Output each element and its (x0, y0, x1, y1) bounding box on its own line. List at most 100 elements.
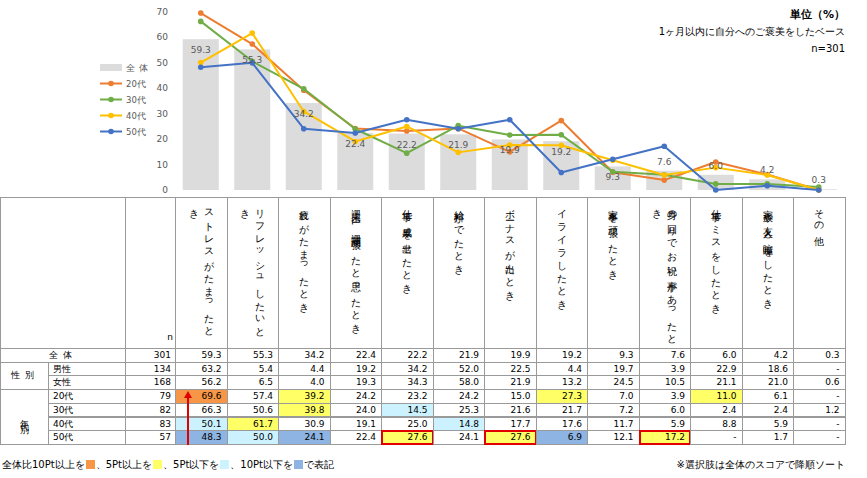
fill-legend-text: 、5Pt以上を (96, 459, 152, 470)
group-cell: 全体 (0, 348, 126, 363)
value-cell: 11.0 (690, 389, 743, 404)
value-cell: 50.0 (227, 430, 280, 445)
fill-legend-swatch (294, 460, 303, 469)
data-label: 19.9 (500, 145, 520, 155)
value-cell: 14.8 (433, 417, 486, 432)
marker (249, 41, 255, 47)
n-header: n (125, 332, 173, 346)
header-cell: 給料がでたとき (433, 197, 486, 349)
value-cell: 17.2 (639, 430, 692, 445)
value-cell: 0.6 (793, 375, 846, 390)
fill-legend-text: 全体比10Pt以上を (2, 459, 85, 470)
value-cell: 27.3 (536, 389, 589, 404)
value-cell: 8.8 (690, 417, 743, 432)
header-cell: 週末に1週間頑張ったと思ったとき (330, 197, 383, 349)
line (201, 13, 819, 190)
marker (249, 30, 255, 36)
value-cell: 61.7 (227, 417, 280, 432)
value-cell: 52.0 (433, 362, 486, 377)
note: ※選択肢は全体のスコアで降順ソート (677, 458, 845, 472)
value-cell: 17.7 (484, 417, 537, 432)
category-label: 家族や友人と喧嘩をしたとき (760, 202, 775, 342)
value-cell: 5.9 (742, 417, 795, 432)
value-cell: 69.6 (175, 389, 228, 404)
data-label: 0.3 (812, 175, 826, 185)
marker (558, 118, 564, 124)
legend-swatch (100, 64, 122, 71)
n-cell: 82 (125, 403, 176, 418)
value-cell: 55.3 (227, 348, 280, 363)
value-cell: 19.2 (536, 348, 589, 363)
value-cell: 4.4 (278, 362, 331, 377)
marker (661, 143, 667, 149)
group-cell: 年代別 (0, 389, 49, 445)
header-cell: 仕事でミスをしたとき (690, 197, 743, 349)
value-cell: 19.1 (330, 417, 383, 432)
value-cell: 34.3 (381, 375, 434, 390)
value-cell: 1.7 (742, 430, 795, 445)
value-cell: 5.4 (227, 362, 280, 377)
value-cell: 58.0 (433, 375, 486, 390)
y-tick-label: 70 (157, 7, 169, 17)
value-cell: 7.2 (587, 403, 640, 418)
legend-label: 40代 (126, 111, 146, 121)
marker (816, 187, 822, 193)
value-cell: - (793, 430, 846, 445)
category-label: 疲れがたまったとき (297, 202, 312, 342)
marker (661, 177, 667, 183)
data-label: 6.0 (709, 161, 724, 171)
value-cell: 39.8 (278, 403, 331, 418)
value-cell: - (690, 430, 743, 445)
value-cell: 3.9 (639, 389, 692, 404)
value-cell: 7.0 (587, 389, 640, 404)
data-label: 22.2 (397, 140, 417, 150)
value-cell: 24.0 (330, 403, 383, 418)
value-cell: 34.2 (278, 348, 331, 363)
marker (558, 170, 564, 176)
marker (713, 187, 719, 193)
value-cell: 6.0 (639, 403, 692, 418)
legend-marker (108, 81, 114, 87)
n-cell: 57 (125, 430, 176, 445)
value-cell: 4.4 (536, 362, 589, 377)
data-label: 55.3 (242, 55, 262, 65)
group-label: 年代別 (19, 412, 30, 421)
value-cell: 24.2 (433, 389, 486, 404)
value-cell: 9.3 (587, 348, 640, 363)
y-tick-label: 10 (157, 160, 169, 170)
y-tick-label: 20 (157, 134, 169, 144)
fill-legend: 全体比10Pt以上を、5Pt以上を、5Pt以下を、10Pt以下をで表記 (2, 458, 334, 472)
value-cell: 57.4 (227, 389, 280, 404)
value-cell: 23.2 (381, 389, 434, 404)
arrow-overlay (0, 0, 867, 478)
fill-legend-text: で表記 (304, 459, 334, 470)
row-label: 30代 (48, 403, 126, 418)
header-cell: その他 (793, 197, 846, 349)
value-cell: 27.6 (381, 430, 434, 445)
data-label: 22.4 (345, 139, 365, 149)
value-cell: 19.2 (330, 362, 383, 377)
y-tick-label: 0 (162, 185, 168, 195)
n-cell: 168 (125, 375, 176, 390)
value-cell: 21.9 (484, 375, 537, 390)
value-cell: 2.4 (742, 403, 795, 418)
marker (713, 181, 719, 187)
value-cell: 6.0 (690, 348, 743, 363)
legend-marker (108, 113, 114, 119)
highlight-box (381, 430, 434, 445)
y-tick-label: 30 (157, 109, 169, 119)
value-cell: 3.9 (639, 362, 692, 377)
y-tick-label: 40 (157, 83, 169, 93)
annotation: 1ヶ月以内に自分へのご褒美をしたベース (659, 26, 845, 37)
header-cell: イライラしたとき (536, 197, 589, 349)
header-blank (0, 197, 126, 349)
value-cell: 22.4 (330, 348, 383, 363)
value-cell: 21.1 (690, 375, 743, 390)
marker (610, 156, 616, 162)
value-cell: 12.1 (587, 430, 640, 445)
data-label: 59.3 (191, 45, 211, 55)
marker (198, 19, 204, 25)
plot-marks (183, 10, 837, 193)
marker (301, 126, 307, 132)
value-cell: 63.2 (175, 362, 228, 377)
